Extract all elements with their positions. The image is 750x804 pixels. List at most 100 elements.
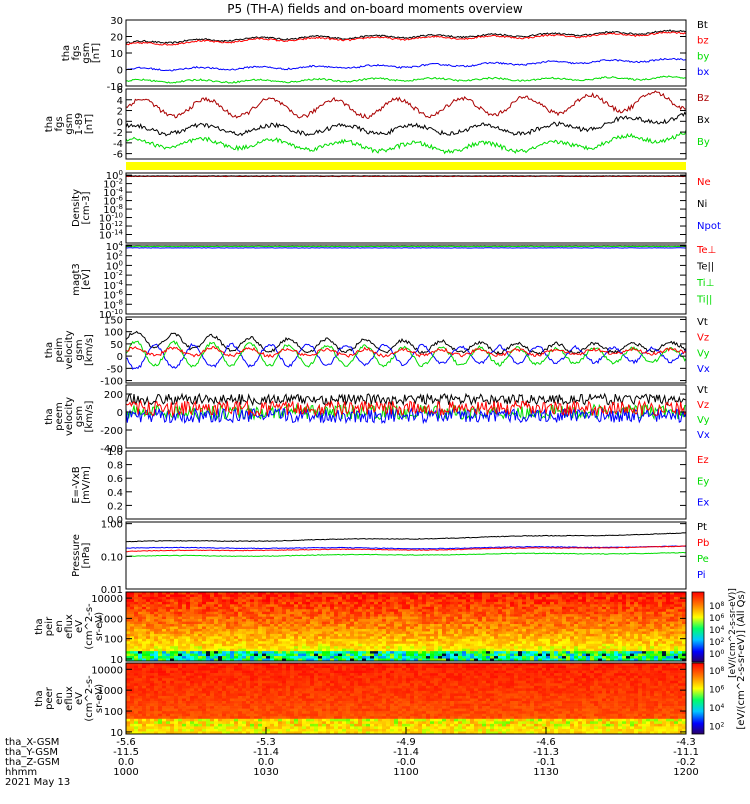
spectrogram-cell <box>518 604 522 607</box>
spectrogram-cell <box>578 656 582 659</box>
spectrogram-cell <box>614 654 618 657</box>
spectrogram-cell <box>578 599 582 602</box>
spectrogram-cell <box>238 721 242 724</box>
spectrogram-cell <box>670 597 674 600</box>
tick-label: 150 <box>104 315 123 326</box>
spectrogram-cell <box>418 639 422 642</box>
spectrogram-cell <box>486 631 490 634</box>
spectrogram-cell <box>490 644 494 647</box>
spectrogram-cell <box>562 646 566 649</box>
spectrogram-cell <box>198 602 202 605</box>
spectrogram-cell <box>378 614 382 617</box>
spectrogram-cell <box>318 602 322 605</box>
spectrogram-cell <box>366 651 370 654</box>
spectrogram-cell <box>254 607 258 610</box>
spectrogram-cell <box>474 646 478 649</box>
spectrogram-cell <box>186 622 190 625</box>
spectrogram-cell <box>322 629 326 632</box>
spectrogram-cell <box>438 631 442 634</box>
spectrogram-cell <box>290 656 294 659</box>
spectrogram-cell <box>134 599 138 602</box>
spectrogram-cell <box>602 634 606 637</box>
spectrogram-cell <box>182 646 186 649</box>
spectrogram-cell <box>214 666 218 669</box>
spectrogram-cell <box>154 724 158 727</box>
tick-label: 0.10 <box>101 552 123 563</box>
spectrogram-cell <box>258 641 262 644</box>
spectrogram-cell <box>610 651 614 654</box>
spectrogram-cell <box>410 631 414 634</box>
spectrogram-cell <box>354 624 358 627</box>
spectrogram-cell <box>190 627 194 630</box>
spectrogram-cell <box>226 716 230 719</box>
spectrogram-cell <box>638 634 642 637</box>
spectrogram-cell <box>218 607 222 610</box>
spectrogram-cell <box>678 599 682 602</box>
spectrogram-cell <box>406 646 410 649</box>
spectrogram-cell <box>678 634 682 637</box>
spectrogram-cell <box>522 612 526 615</box>
spectrogram-cell <box>126 673 130 676</box>
spectrogram-cell <box>318 656 322 659</box>
spectrogram-cell <box>218 617 222 620</box>
spectrogram-cell <box>170 676 174 679</box>
spectrogram-cell <box>598 629 602 632</box>
spectrogram-cell <box>598 607 602 610</box>
spectrogram-cell <box>206 656 210 659</box>
spectrogram-cell <box>522 617 526 620</box>
spectrogram-cell <box>610 629 614 632</box>
spectrogram-cell <box>498 597 502 600</box>
spectrogram-cell <box>358 609 362 612</box>
spectrogram-cell <box>442 612 446 615</box>
spectrogram-cell <box>198 683 202 686</box>
spectrogram-cell <box>554 629 558 632</box>
spectrogram-cell <box>162 649 166 652</box>
spectrogram-cell <box>422 619 426 622</box>
spectrogram-cell <box>194 639 198 642</box>
legend-entry: Vx <box>697 364 710 375</box>
spectrogram-cell <box>390 622 394 625</box>
spectrogram-cell <box>674 649 678 652</box>
spectrogram-cell <box>502 614 506 617</box>
spectrogram-cell <box>306 654 310 657</box>
spectrogram-cell <box>358 594 362 597</box>
spectrogram-cell <box>298 617 302 620</box>
spectrogram-cell <box>226 676 230 679</box>
spectrogram-cell <box>554 614 558 617</box>
spectrogram-cell <box>542 602 546 605</box>
spectrogram-cell <box>234 624 238 627</box>
spectrogram-cell <box>514 636 518 639</box>
spectrogram-cell <box>614 646 618 649</box>
spectrogram-cell <box>670 649 674 652</box>
spectrogram-cell <box>650 599 654 602</box>
spectrogram-cell <box>242 644 246 647</box>
spectrogram-cell <box>146 716 150 719</box>
spectrogram-cell <box>666 636 670 639</box>
spectrogram-cell <box>590 612 594 615</box>
spectrogram-cell <box>490 599 494 602</box>
spectrogram-cell <box>246 602 250 605</box>
spectrogram-cell <box>206 641 210 644</box>
spectrogram-cell <box>370 627 374 630</box>
spectrogram-cell <box>162 624 166 627</box>
spectrogram-cell <box>582 594 586 597</box>
spectrogram-cell <box>394 622 398 625</box>
spectrogram-cell <box>582 599 586 602</box>
spectrogram-cell <box>158 644 162 647</box>
spectrogram-cell <box>226 646 230 649</box>
spectrogram-cell <box>494 631 498 634</box>
spectrogram-cell <box>214 646 218 649</box>
spectrogram-cell <box>174 704 178 707</box>
legend-entry: Vz <box>697 400 709 411</box>
spectrogram-cell <box>174 597 178 600</box>
spectrogram-cell <box>438 641 442 644</box>
spectrogram-cell <box>646 602 650 605</box>
spectrogram-cell <box>630 622 634 625</box>
spectrogram-cell <box>386 646 390 649</box>
spectrogram-cell <box>430 644 434 647</box>
spectrogram-cell <box>170 716 174 719</box>
spectrogram-cell <box>254 614 258 617</box>
spectrogram-cell <box>342 619 346 622</box>
spectrogram-cell <box>478 644 482 647</box>
spectrogram-cell <box>330 622 334 625</box>
